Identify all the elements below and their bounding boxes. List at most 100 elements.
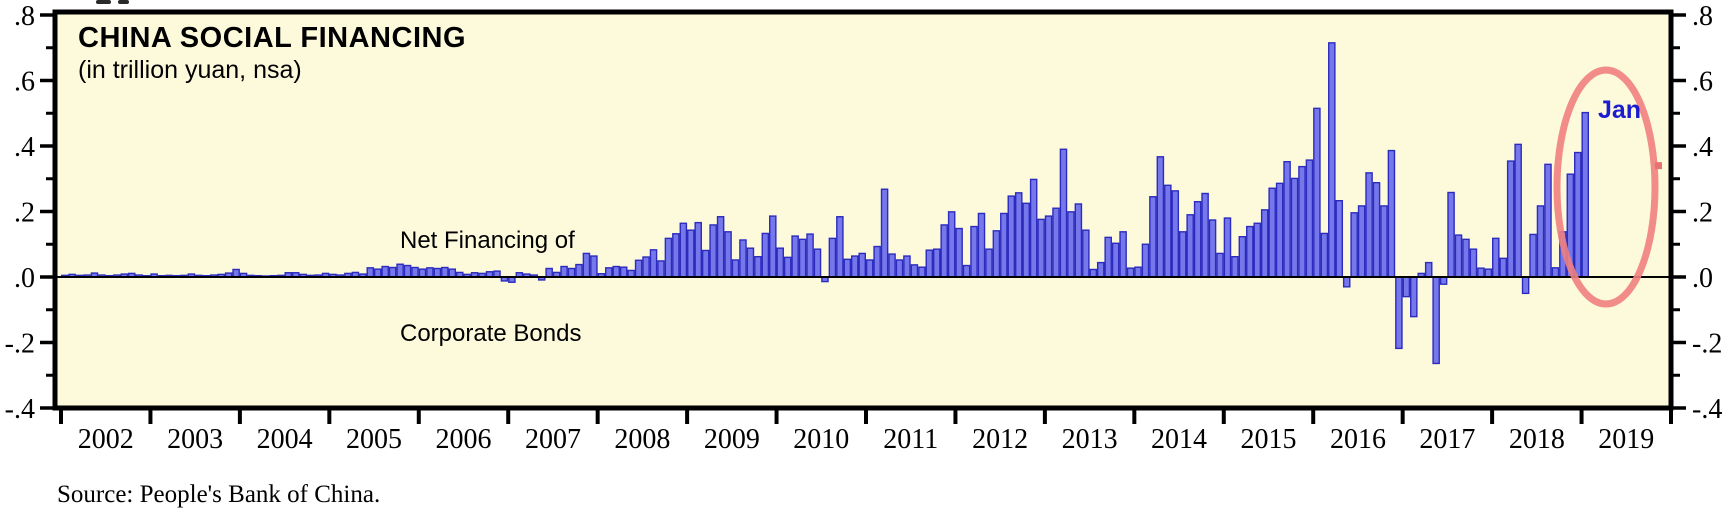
bar <box>1178 231 1187 278</box>
bar <box>590 255 598 278</box>
x-year-label: 2010 <box>793 424 849 455</box>
bar <box>657 260 665 278</box>
y-tick-label-left: .8 <box>14 1 35 32</box>
bar <box>903 255 911 278</box>
bar <box>716 216 725 278</box>
bar <box>1320 232 1329 278</box>
bar <box>977 212 986 278</box>
bar <box>1424 261 1433 278</box>
y-tick-label-right: .0 <box>1692 263 1713 294</box>
y-tick-label-left: -.4 <box>5 394 35 425</box>
y-tick-label-right: .6 <box>1692 67 1713 98</box>
y-tick-label-left: .6 <box>14 67 35 98</box>
source-note: Source: People's Bank of China. <box>57 481 381 508</box>
bar <box>873 245 881 278</box>
x-year-label: 2005 <box>346 424 402 455</box>
bar <box>373 268 382 278</box>
x-year-label: 2007 <box>525 424 581 455</box>
x-year-label: 2006 <box>436 424 492 455</box>
bar <box>1551 267 1560 278</box>
bar <box>1581 111 1590 278</box>
bar <box>1216 252 1224 278</box>
bar <box>1484 268 1493 278</box>
bar <box>1402 276 1411 298</box>
bar <box>1477 267 1485 278</box>
bar <box>828 237 837 278</box>
bar <box>1573 151 1582 278</box>
bar <box>806 233 814 278</box>
bar <box>1208 219 1217 278</box>
bar <box>1469 248 1478 278</box>
bar <box>1044 215 1053 278</box>
bar <box>1514 143 1522 278</box>
bar <box>1141 243 1150 278</box>
bar <box>985 248 993 278</box>
bar <box>1365 172 1373 278</box>
cropped-text-fragment <box>96 0 111 4</box>
bar <box>1536 205 1545 278</box>
bar <box>1357 205 1366 278</box>
bar <box>798 238 807 278</box>
bar <box>932 248 941 278</box>
bar <box>605 267 613 278</box>
bar <box>865 259 874 278</box>
bar <box>1290 177 1299 278</box>
y-tick-label-right: .2 <box>1692 198 1713 229</box>
x-year-label: 2017 <box>1419 424 1475 455</box>
bar <box>1246 225 1254 278</box>
bar <box>1372 181 1381 278</box>
x-year-label: 2003 <box>167 424 223 455</box>
bar <box>1231 255 1239 278</box>
bar <box>746 247 755 278</box>
bar <box>888 253 896 278</box>
bar <box>947 211 956 278</box>
y-tick-label-right: -.2 <box>1692 329 1722 360</box>
bar <box>1260 209 1269 278</box>
bar <box>1201 192 1209 278</box>
red-square-marker <box>1655 162 1662 170</box>
bar <box>1253 222 1262 278</box>
bar <box>910 264 919 278</box>
bar <box>582 252 591 278</box>
bar <box>664 237 673 278</box>
series-label: Net Financing of Corporate Bonds <box>400 163 581 411</box>
bar <box>1439 276 1448 285</box>
y-tick-label-right: .8 <box>1692 1 1713 32</box>
bar <box>366 267 375 278</box>
bar <box>1014 192 1023 278</box>
bar <box>1149 196 1157 278</box>
bar <box>232 268 240 278</box>
bar <box>1082 229 1090 278</box>
bar <box>769 215 777 278</box>
bar <box>1492 237 1500 278</box>
x-year-label: 2012 <box>972 424 1028 455</box>
bar <box>1126 267 1135 278</box>
x-year-label: 2014 <box>1151 424 1207 455</box>
x-year-label: 2008 <box>614 424 670 455</box>
bar <box>1052 207 1060 278</box>
bar <box>1193 200 1202 278</box>
chart-title: CHINA SOCIAL FINANCING <box>78 22 466 54</box>
bar <box>843 258 852 278</box>
bar <box>1096 261 1105 278</box>
bar <box>672 233 680 278</box>
bar <box>1454 234 1463 278</box>
bar <box>880 188 889 278</box>
y-tick-label-right: -.4 <box>1692 394 1722 425</box>
bar <box>918 266 926 278</box>
bar <box>1298 165 1306 278</box>
bar <box>1328 42 1336 278</box>
bar <box>1104 236 1112 278</box>
bar <box>1506 160 1515 278</box>
bar <box>1164 184 1172 278</box>
bar <box>701 249 710 278</box>
y-tick-label-left: .4 <box>14 132 35 163</box>
bar <box>388 266 397 278</box>
bar <box>1499 257 1508 278</box>
chart-subtitle: (in trillion yuan, nsa) <box>78 56 302 84</box>
bar <box>694 221 703 278</box>
bar <box>1544 163 1552 278</box>
y-axis-ticks: .8 .8 .6 .6 .4 .4 .2 .2 .0 .0 -.2 -.2 -.4 -.4 <box>5 1 1723 425</box>
